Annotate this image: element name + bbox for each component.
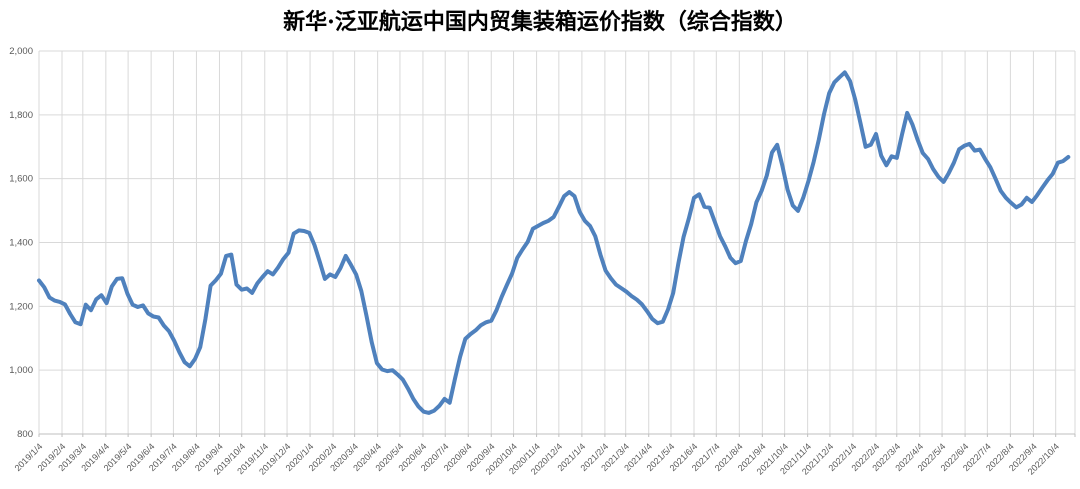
x-axis — [38, 433, 1076, 437]
x-axis-labels: 2019/1/42019/2/42019/3/42019/4/42019/5/4… — [13, 441, 1062, 476]
y-axis-label: 1,000 — [9, 365, 33, 376]
y-axis-label: 1,200 — [9, 301, 33, 312]
y-axis-label: 800 — [17, 429, 33, 440]
composite-index-series-line — [37, 70, 1071, 415]
horizontal-gridlines — [39, 50, 1075, 371]
y-axis-label: 1,600 — [9, 174, 33, 185]
y-axis-label: 2,000 — [9, 46, 33, 57]
y-axis-label: 1,400 — [9, 238, 33, 249]
chart-title: 新华·泛亚航运中国内贸集装箱运价指数（综合指数） — [283, 9, 797, 35]
y-axis-label: 1,800 — [9, 110, 33, 121]
y-axis-labels: 2,000 1,800 1,600 1,400 1,200 1,000 800 — [9, 46, 33, 440]
